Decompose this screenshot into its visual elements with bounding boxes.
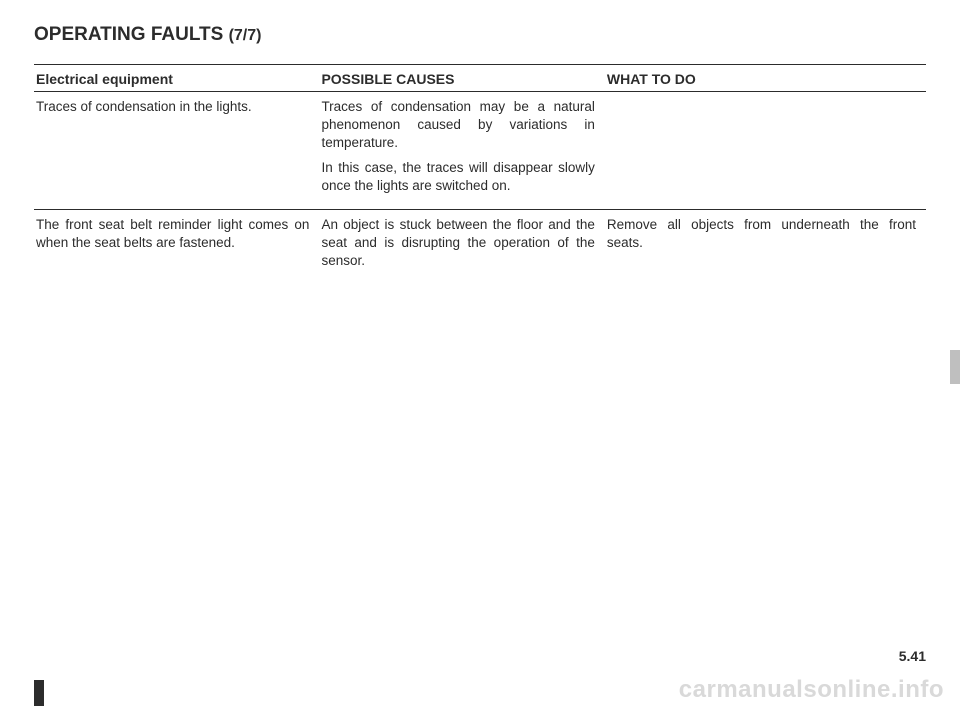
cell-action [605, 92, 926, 210]
page-number: 5.41 [899, 648, 926, 664]
table-header-row: Electrical equipment POSSIBLE CAUSES WHA… [34, 65, 926, 92]
footer-mark [34, 680, 44, 706]
watermark-text: carmanualsonline.info [679, 676, 944, 704]
cell-text: The front seat belt reminder light comes… [36, 216, 309, 252]
faults-table: Electrical equipment POSSIBLE CAUSES WHA… [34, 64, 926, 284]
cell-causes: An object is stuck between the floor and… [319, 210, 604, 284]
table-row: The front seat belt reminder light comes… [34, 210, 926, 284]
title-main: OPERATING FAULTS [34, 24, 223, 45]
table-row: Traces of condensation in the lights. Tr… [34, 92, 926, 210]
cell-text: Traces of condensation may be a natural … [321, 98, 594, 151]
col-header-causes: POSSIBLE CAUSES [319, 65, 604, 92]
cell-text: In this case, the traces will disappear … [321, 159, 594, 195]
page-title: OPERATING FAULTS (7/7) [34, 24, 926, 46]
cell-text: Remove all objects from underneath the f… [607, 216, 916, 252]
cell-text: An object is stuck between the floor and… [321, 216, 594, 269]
cell-action: Remove all objects from underneath the f… [605, 210, 926, 284]
cell-text: Traces of condensation in the lights. [36, 98, 309, 116]
col-header-equipment: Electrical equipment [34, 65, 319, 92]
cell-equipment: The front seat belt reminder light comes… [34, 210, 319, 284]
title-sub: (7/7) [229, 27, 262, 44]
section-tab [950, 350, 960, 384]
cell-equipment: Traces of condensation in the lights. [34, 92, 319, 210]
col-header-action: WHAT TO DO [605, 65, 926, 92]
manual-page: OPERATING FAULTS (7/7) Electrical equipm… [0, 0, 960, 710]
cell-causes: Traces of condensation may be a natural … [319, 92, 604, 210]
